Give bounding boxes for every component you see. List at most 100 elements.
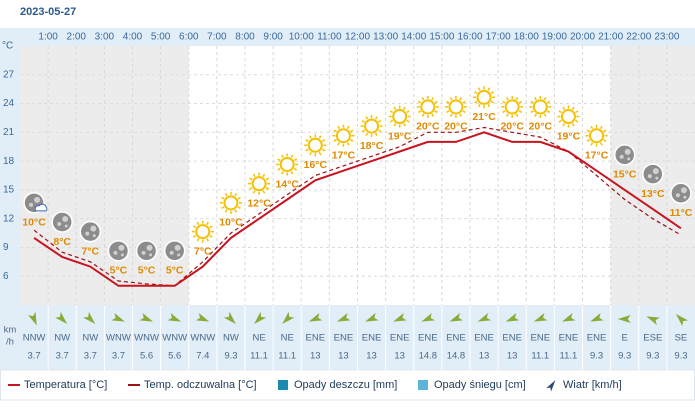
column-bg — [216, 46, 245, 305]
sun-ray — [459, 97, 463, 101]
sun-ray — [586, 139, 591, 142]
sun-ray — [309, 151, 312, 156]
crater — [62, 216, 69, 223]
sun-ray — [333, 129, 337, 133]
temperature-label: 11°C — [669, 207, 692, 219]
crater — [169, 250, 174, 255]
sun — [364, 118, 380, 134]
crater — [174, 244, 181, 251]
y-axis-label: °C — [2, 41, 13, 52]
y-tick-label: 15 — [3, 185, 15, 196]
hour-label: 6:00 — [179, 32, 199, 43]
wind-arrow — [282, 311, 295, 324]
wind-direction: NNW — [23, 333, 46, 344]
y-tick-label: 9 — [3, 242, 9, 253]
wind-direction: ENE — [362, 333, 382, 344]
sun-ray — [590, 142, 594, 146]
wind-speed: 14.8 — [419, 351, 438, 362]
crater — [85, 231, 90, 236]
moon — [670, 182, 692, 205]
sun — [251, 176, 267, 192]
hour-label: 8:00 — [235, 32, 255, 43]
sun-ray — [574, 110, 579, 114]
temperature-label: 20°C — [444, 121, 468, 133]
moon-icon — [79, 220, 102, 243]
sun — [589, 128, 605, 144]
wind-arrow — [55, 311, 68, 324]
wind-arrow — [477, 313, 492, 322]
sun-ray — [506, 113, 509, 117]
sun-icon — [444, 95, 467, 118]
sun-ray — [434, 100, 438, 104]
sun-ray — [234, 192, 238, 197]
hour-label: 21:00 — [598, 32, 623, 43]
wind-arrow — [675, 314, 689, 327]
legend-label: Opady deszczu [mm] — [294, 379, 397, 391]
crater — [149, 253, 153, 257]
wind-direction: NE — [281, 333, 294, 344]
wind-speed: 11.1 — [560, 351, 578, 362]
sun-ray — [474, 100, 478, 104]
temperature-label: 5°C — [166, 265, 184, 277]
wind-direction: ENE — [531, 333, 551, 344]
crater — [92, 234, 96, 238]
sun — [392, 109, 408, 125]
crater — [683, 195, 687, 199]
hour-label: 23:00 — [654, 32, 679, 43]
moon-icon — [163, 240, 186, 262]
sun-ray — [277, 158, 281, 162]
sun-ray — [209, 225, 213, 229]
wind-speed: 3.7 — [112, 351, 125, 362]
hour-label: 9:00 — [263, 32, 283, 43]
wind-direction: E — [622, 333, 628, 344]
wind-direction: ENE — [306, 333, 326, 344]
moon-icon — [51, 211, 73, 233]
sun-ray — [365, 132, 369, 137]
sun-ray — [337, 125, 341, 130]
sun-ray — [321, 139, 326, 142]
wind-direction: ENE — [587, 333, 607, 344]
temperature-label: 20°C — [529, 121, 553, 133]
wind-speed: 9.3 — [224, 351, 237, 362]
sun-ray — [237, 206, 241, 210]
sun-icon — [248, 172, 271, 195]
temperature-label: 5°C — [110, 265, 128, 277]
moon — [613, 144, 636, 166]
sun — [223, 195, 239, 211]
crater — [146, 244, 153, 251]
sun-ray — [349, 139, 354, 142]
column-bg — [498, 46, 527, 305]
crater — [90, 225, 97, 232]
sun-ray — [562, 106, 566, 110]
sun-ray — [603, 139, 607, 142]
wind-speed: 9.3 — [618, 351, 631, 362]
sun-ray — [586, 129, 591, 133]
column-bg — [413, 46, 442, 305]
moon — [135, 240, 158, 262]
temperature-label: 20°C — [500, 121, 524, 133]
wind-direction: NE — [252, 333, 265, 344]
sun-ray — [406, 119, 410, 123]
sun — [532, 99, 548, 115]
sun-ray — [318, 151, 322, 156]
wind-speed: 13 — [394, 351, 405, 362]
hour-label: 2:00 — [67, 32, 87, 43]
sun-ray — [534, 113, 537, 117]
wind-direction: NW — [82, 333, 98, 344]
sun-ray — [490, 91, 494, 94]
crater — [624, 148, 631, 155]
temperature-line — [33, 131, 682, 287]
wind-direction: WNW — [162, 333, 187, 344]
sun-ray — [192, 225, 197, 229]
wind-arrow — [365, 313, 379, 322]
moon — [79, 220, 102, 243]
wind-direction: SE — [675, 333, 688, 344]
crater — [177, 253, 181, 257]
sun-icon — [276, 153, 299, 176]
wind-direction: ENE — [390, 333, 410, 344]
temperature-label: 14°C — [275, 178, 299, 190]
sun-ray — [574, 119, 579, 123]
temperature-label: 8°C — [53, 236, 71, 248]
sun — [504, 99, 520, 115]
wind-speed: 5.6 — [168, 351, 181, 362]
